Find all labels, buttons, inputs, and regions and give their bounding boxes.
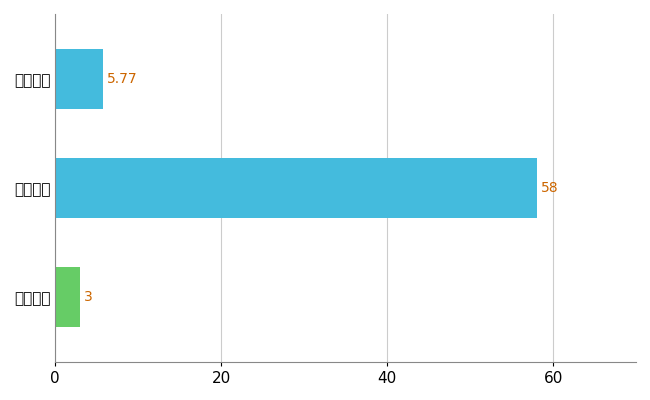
Bar	[55, 267, 80, 327]
Bar	[55, 49, 103, 109]
Bar	[55, 158, 536, 218]
Text: 3: 3	[84, 290, 93, 304]
Text: 58: 58	[541, 181, 558, 195]
Text: 5.77: 5.77	[107, 72, 138, 86]
